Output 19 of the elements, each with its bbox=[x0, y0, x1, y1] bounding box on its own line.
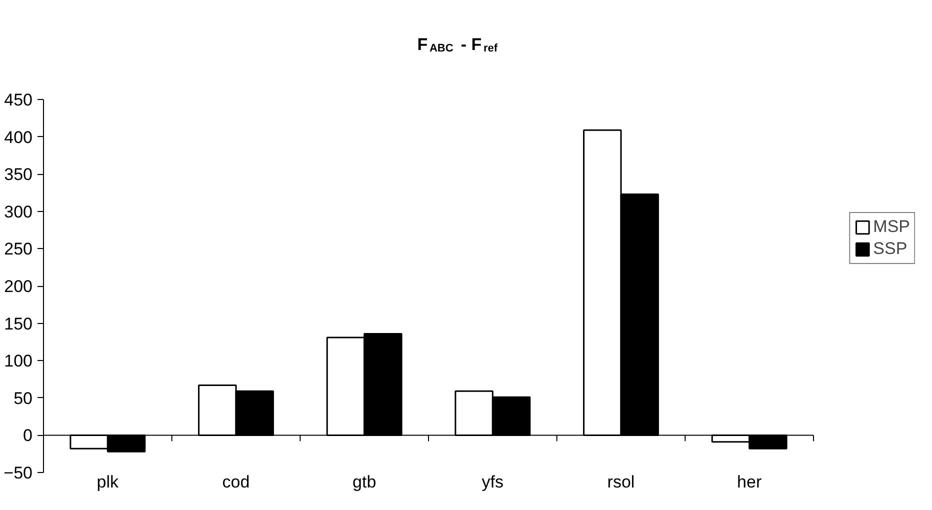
y-tick-label: 0 bbox=[23, 426, 33, 446]
x-tick-label: her bbox=[737, 472, 762, 492]
x-tick-label: gtb bbox=[352, 472, 376, 492]
x-tick-label: cod bbox=[222, 472, 250, 492]
y-tick-label: 200 bbox=[4, 277, 33, 296]
legend-label: MSP bbox=[873, 217, 910, 237]
legend-label: SSP bbox=[873, 239, 908, 259]
y-tick-label: 150 bbox=[4, 314, 33, 334]
y-tick-label: 450 bbox=[4, 90, 33, 110]
y-tick-label: 250 bbox=[4, 240, 33, 259]
y-tick-label: 350 bbox=[4, 165, 33, 184]
y-tick-label: 300 bbox=[4, 202, 33, 222]
y-tick-label: 50 bbox=[14, 388, 33, 408]
x-tick-label: rsol bbox=[607, 472, 635, 492]
x-tick-label: plk bbox=[96, 472, 120, 492]
y-tick-label: −50 bbox=[4, 464, 33, 482]
y-tick-label: 400 bbox=[4, 128, 33, 147]
y-tick-label: 100 bbox=[4, 352, 33, 371]
x-tick-label: yfs bbox=[482, 472, 504, 492]
